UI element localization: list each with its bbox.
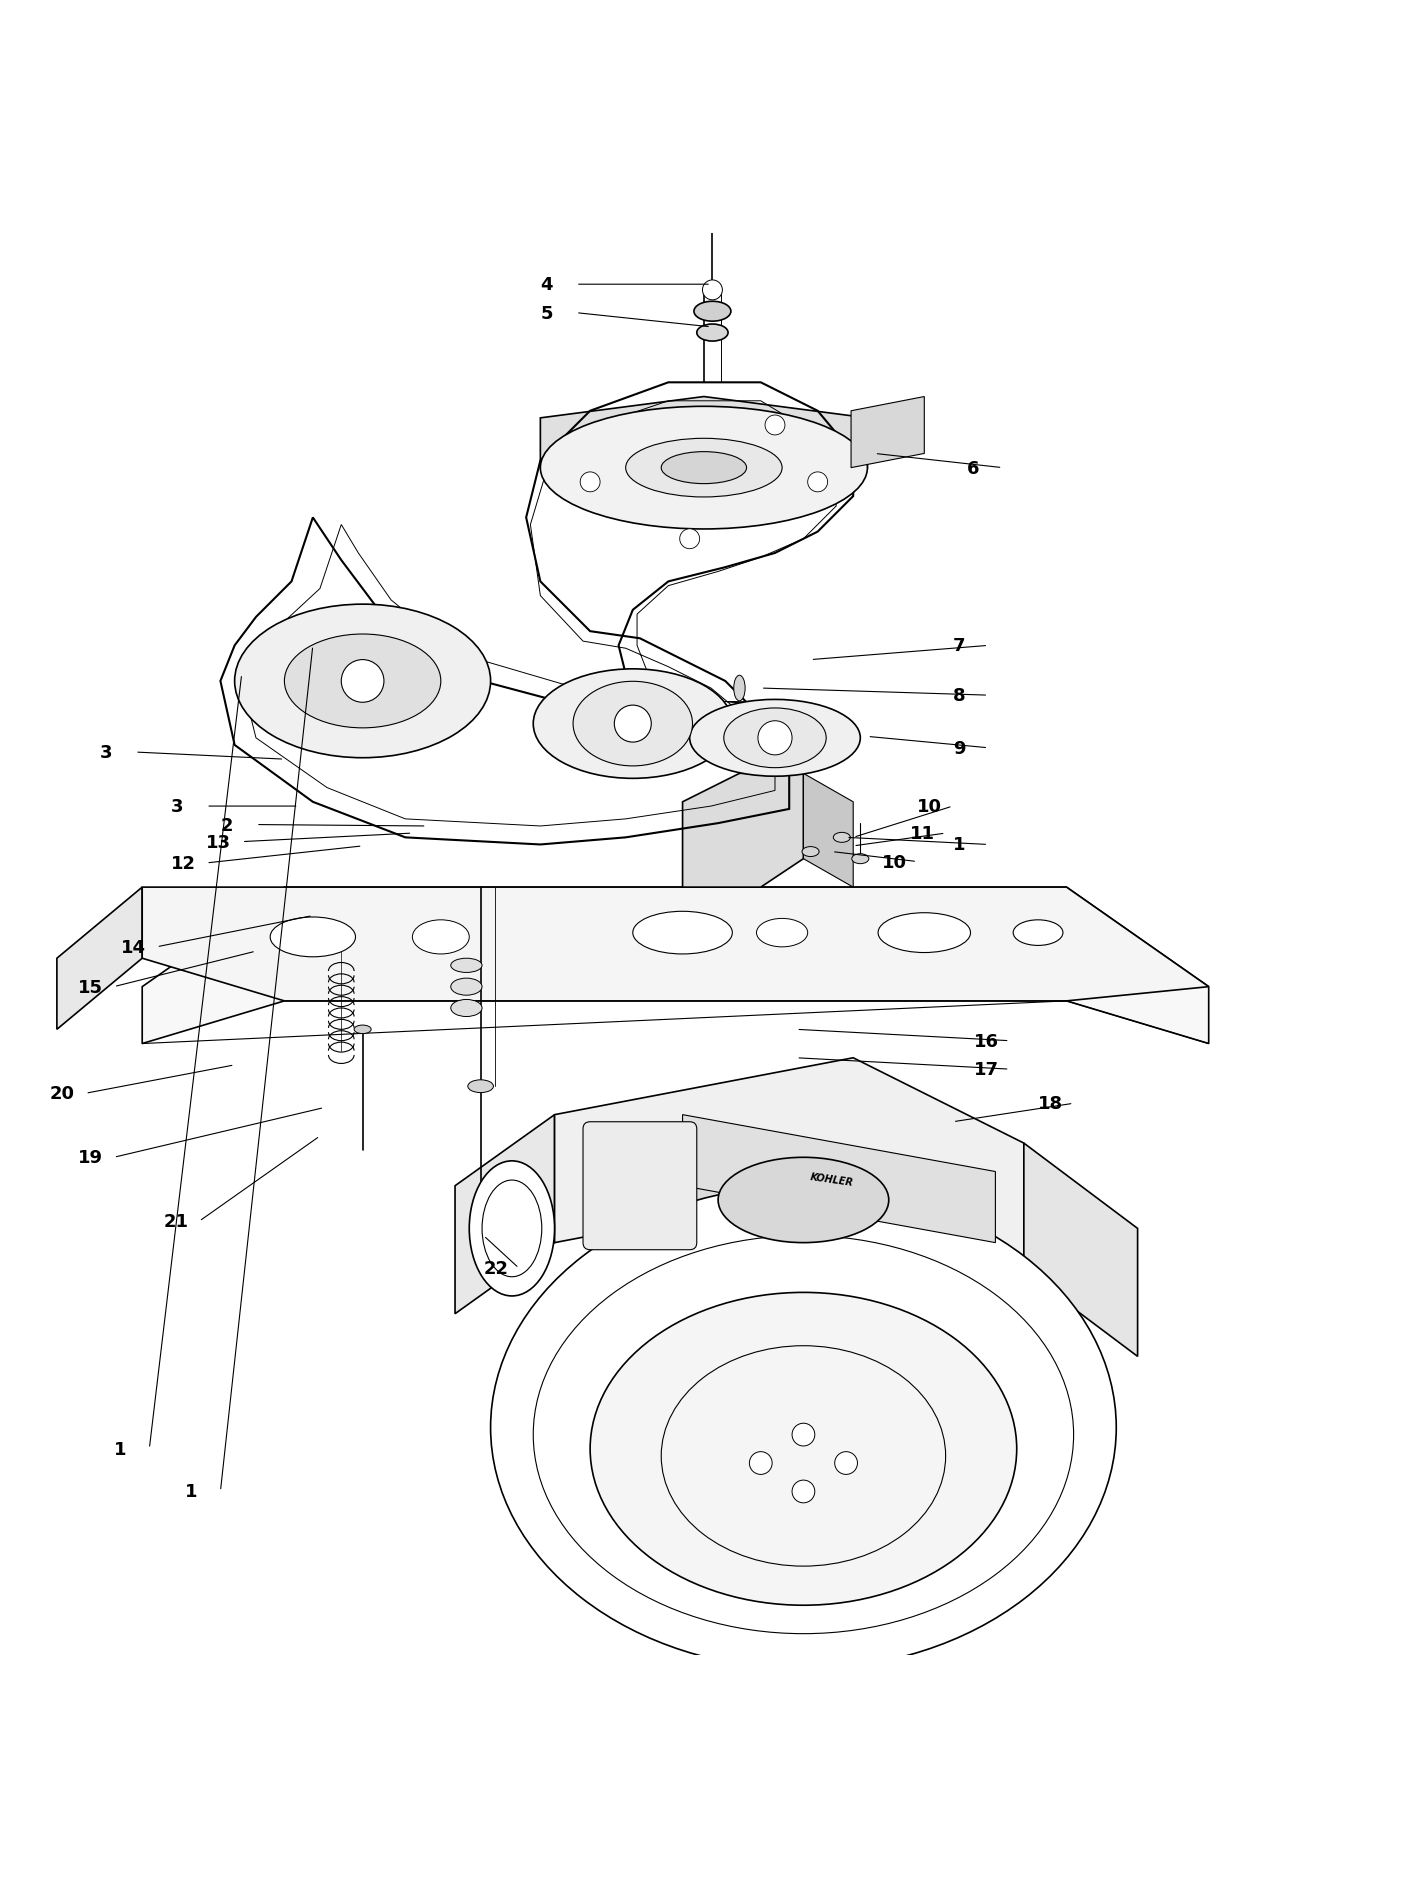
Polygon shape bbox=[455, 1115, 555, 1315]
Polygon shape bbox=[803, 774, 853, 888]
Ellipse shape bbox=[802, 846, 819, 858]
Ellipse shape bbox=[235, 604, 491, 757]
Ellipse shape bbox=[451, 960, 482, 973]
Text: 3: 3 bbox=[100, 744, 112, 761]
Ellipse shape bbox=[833, 833, 850, 842]
Polygon shape bbox=[540, 397, 867, 468]
Ellipse shape bbox=[697, 325, 728, 342]
Ellipse shape bbox=[533, 669, 732, 778]
Text: 7: 7 bbox=[953, 637, 966, 655]
Ellipse shape bbox=[734, 676, 745, 701]
Text: 20: 20 bbox=[50, 1084, 75, 1103]
Circle shape bbox=[680, 529, 700, 550]
Ellipse shape bbox=[451, 999, 482, 1016]
Text: 9: 9 bbox=[953, 739, 966, 757]
Ellipse shape bbox=[590, 1292, 1017, 1606]
Text: 8: 8 bbox=[953, 688, 966, 705]
Text: 22: 22 bbox=[483, 1260, 509, 1277]
Ellipse shape bbox=[540, 408, 867, 529]
Circle shape bbox=[758, 722, 792, 756]
Text: 13: 13 bbox=[206, 833, 232, 852]
Circle shape bbox=[792, 1424, 815, 1447]
Circle shape bbox=[792, 1481, 815, 1504]
Polygon shape bbox=[683, 774, 803, 888]
Ellipse shape bbox=[412, 920, 469, 954]
Polygon shape bbox=[1024, 1143, 1138, 1356]
Circle shape bbox=[749, 1453, 772, 1475]
Ellipse shape bbox=[284, 635, 441, 729]
Text: KOHLER: KOHLER bbox=[809, 1171, 855, 1186]
Ellipse shape bbox=[354, 1026, 371, 1033]
Polygon shape bbox=[142, 888, 1209, 1045]
Text: 16: 16 bbox=[974, 1031, 1000, 1050]
Text: 19: 19 bbox=[78, 1149, 104, 1167]
Ellipse shape bbox=[270, 918, 356, 958]
Ellipse shape bbox=[718, 1158, 889, 1243]
Text: 4: 4 bbox=[540, 276, 553, 295]
Text: 21: 21 bbox=[164, 1213, 189, 1230]
Text: 1: 1 bbox=[953, 837, 966, 854]
Polygon shape bbox=[555, 1058, 1024, 1271]
Ellipse shape bbox=[879, 912, 971, 954]
Ellipse shape bbox=[468, 1081, 493, 1094]
Ellipse shape bbox=[469, 1162, 555, 1296]
Ellipse shape bbox=[852, 854, 869, 863]
Ellipse shape bbox=[633, 912, 732, 954]
Ellipse shape bbox=[724, 708, 826, 769]
Text: 10: 10 bbox=[917, 797, 943, 816]
Text: 12: 12 bbox=[171, 854, 196, 873]
Ellipse shape bbox=[757, 918, 808, 948]
Ellipse shape bbox=[491, 1186, 1116, 1670]
Circle shape bbox=[835, 1453, 857, 1475]
Text: 11: 11 bbox=[910, 825, 936, 842]
Ellipse shape bbox=[573, 682, 693, 767]
Text: 3: 3 bbox=[171, 797, 183, 816]
Text: 10: 10 bbox=[882, 854, 907, 871]
Ellipse shape bbox=[626, 438, 782, 497]
Circle shape bbox=[808, 472, 828, 493]
Circle shape bbox=[765, 416, 785, 436]
Text: 17: 17 bbox=[974, 1060, 1000, 1079]
Ellipse shape bbox=[690, 701, 860, 776]
Ellipse shape bbox=[451, 979, 482, 996]
Text: 6: 6 bbox=[967, 459, 980, 478]
Circle shape bbox=[702, 281, 722, 300]
Polygon shape bbox=[850, 397, 924, 468]
Circle shape bbox=[341, 661, 384, 703]
Ellipse shape bbox=[661, 451, 747, 484]
Text: 2: 2 bbox=[220, 816, 233, 835]
Text: 15: 15 bbox=[78, 979, 104, 996]
Text: 1: 1 bbox=[185, 1483, 198, 1500]
Ellipse shape bbox=[1012, 920, 1062, 946]
Circle shape bbox=[580, 472, 600, 493]
Text: 14: 14 bbox=[121, 939, 146, 956]
Ellipse shape bbox=[694, 302, 731, 321]
Text: 5: 5 bbox=[540, 304, 553, 323]
Text: 1: 1 bbox=[114, 1439, 127, 1458]
FancyBboxPatch shape bbox=[583, 1122, 697, 1251]
Polygon shape bbox=[683, 1115, 995, 1243]
Circle shape bbox=[614, 706, 651, 742]
Polygon shape bbox=[57, 888, 142, 1030]
Polygon shape bbox=[654, 1158, 967, 1271]
Polygon shape bbox=[142, 888, 1209, 1001]
Text: 18: 18 bbox=[1038, 1096, 1064, 1113]
